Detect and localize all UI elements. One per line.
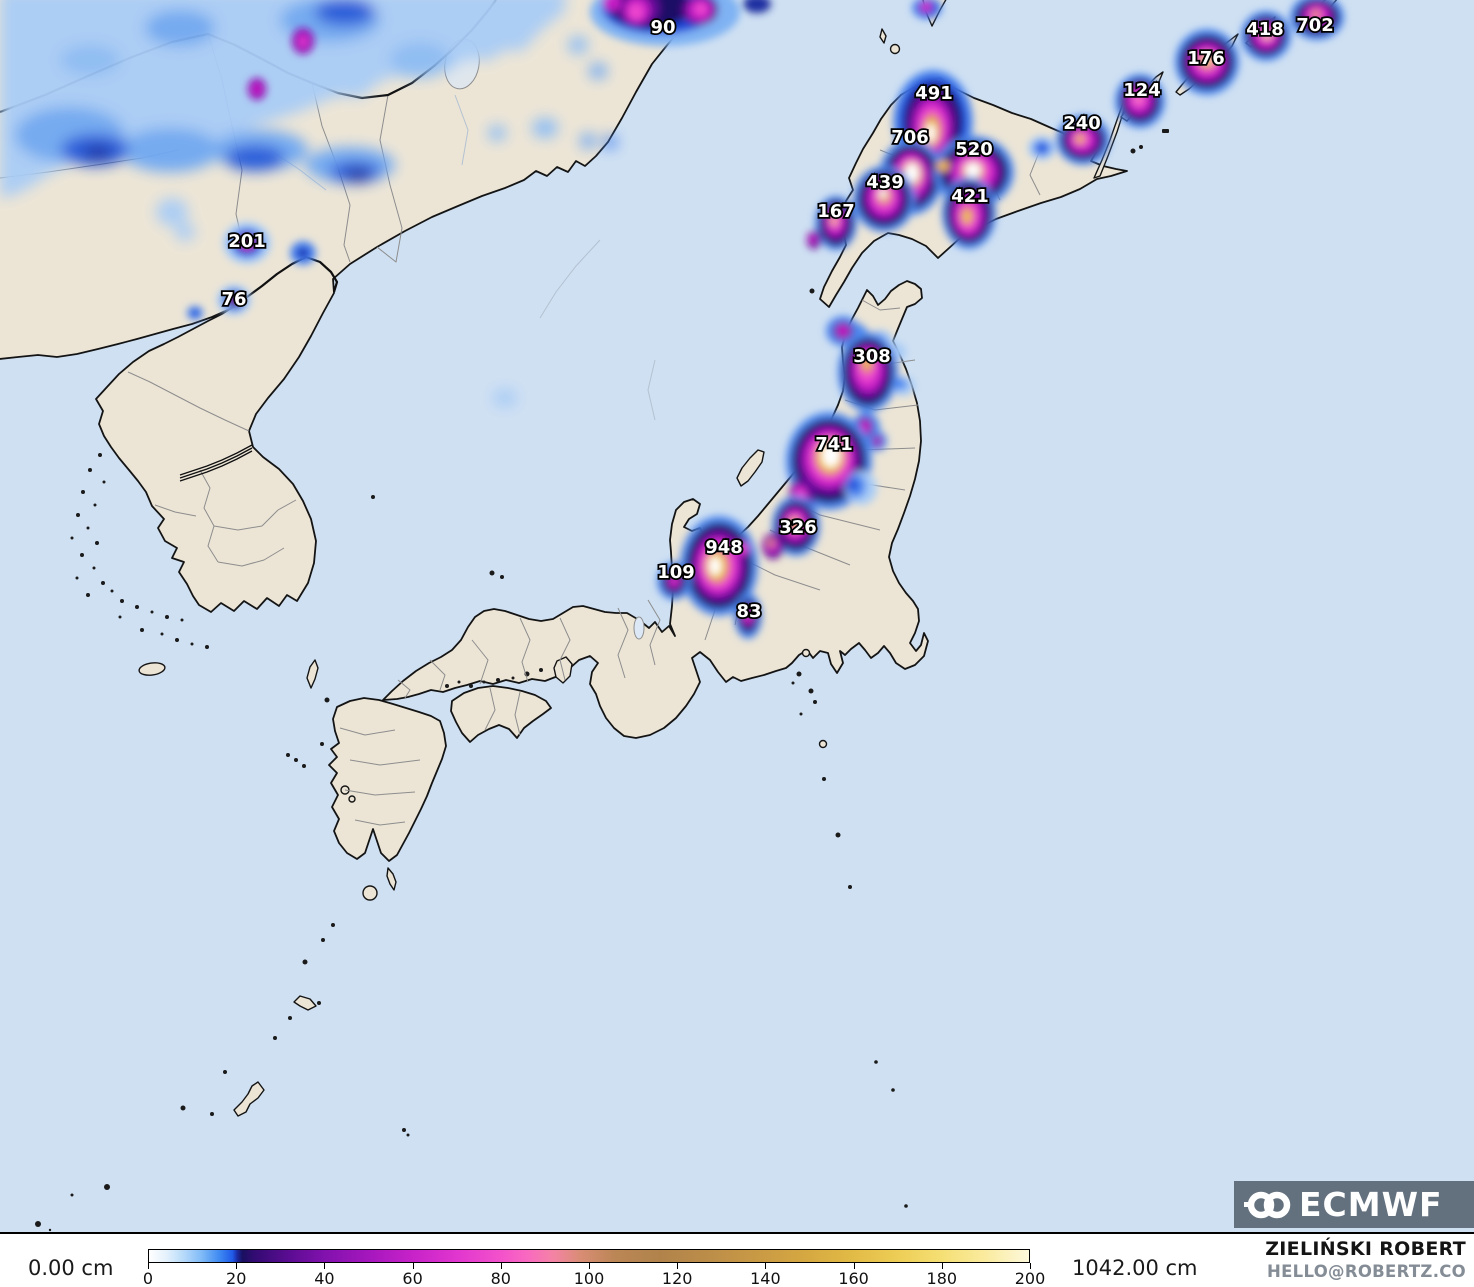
snow-value-label: 109 <box>657 562 695 583</box>
colorbar-tick <box>236 1263 238 1269</box>
colorbar-tick <box>1030 1263 1031 1269</box>
colorbar-tick-label: 60 <box>402 1269 423 1287</box>
lake-biwa <box>633 616 645 640</box>
colorbar-tick <box>677 1263 679 1269</box>
colorbar-tick <box>500 1263 502 1269</box>
max-value-label: 1042.00 cm <box>1072 1256 1198 1280</box>
colorbar-tick-label: 180 <box>926 1269 958 1287</box>
snow-value-label: 90 <box>650 17 675 38</box>
map-canvas: 90 491 706 520 439 421 167 240 124 176 418 702 201 76… <box>0 0 1474 1232</box>
dmz-line <box>179 444 253 482</box>
colorbar-tick <box>853 1263 855 1269</box>
credit-name: ZIELIŃSKI ROBERT <box>1265 1238 1466 1260</box>
colorbar-tick <box>589 1263 590 1269</box>
colorbar-tick-label: 100 <box>573 1269 605 1287</box>
snow-value-label: 491 <box>915 83 953 104</box>
snow-value-label: 167 <box>817 201 855 222</box>
legend-panel: 0.00 cm 0 20 40 60 80 100 120 140 160 180 200 1042… <box>0 1232 1474 1287</box>
snow-value-label: 308 <box>853 346 891 367</box>
snow-value-label: 76 <box>221 289 246 310</box>
snow-value-label: 421 <box>951 186 989 207</box>
snow-value-label: 176 <box>1187 48 1225 69</box>
snow-value-label: 948 <box>705 537 743 558</box>
colorbar-tick <box>412 1263 414 1269</box>
izu-islands <box>791 648 908 1208</box>
snow-value-label: 83 <box>736 601 761 622</box>
colorbar-tick <box>765 1263 767 1269</box>
ecmwf-logo-text: ECMWF <box>1299 1185 1443 1224</box>
colorbar-tick <box>941 1263 943 1269</box>
colorbar-tick-label: 0 <box>142 1269 154 1287</box>
min-value-label: 0.00 cm <box>28 1256 114 1280</box>
ecmwf-logo-badge: ECMWF <box>1234 1181 1474 1228</box>
snow-value-label: 418 <box>1246 19 1284 40</box>
snow-value-label: 439 <box>866 172 904 193</box>
snow-blobs <box>187 0 1344 639</box>
ryukyu-islands <box>35 923 410 1232</box>
snow-value-label: 741 <box>815 434 853 455</box>
snow-value-label: 326 <box>779 517 817 538</box>
snow-value-label: 706 <box>891 127 929 148</box>
snow-depth-map: 90 491 706 520 439 421 167 240 124 176 418 702 201 76… <box>0 0 1474 1232</box>
colorbar-tick-label: 200 <box>1014 1269 1046 1287</box>
colorbar <box>148 1249 1030 1263</box>
seto-islets <box>445 668 543 688</box>
snow-value-label: 240 <box>1063 113 1101 134</box>
colorbar-tick-label: 140 <box>750 1269 781 1287</box>
ecmwf-icon <box>1244 1191 1291 1218</box>
colorbar-tick <box>148 1263 149 1269</box>
snow-value-label: 520 <box>955 139 993 160</box>
credit-email: HELLO@ROBERTZ.CO <box>1266 1261 1466 1281</box>
colorbar-tick-label: 40 <box>314 1269 335 1287</box>
colorbar-tick-label: 20 <box>226 1269 247 1287</box>
snow-value-label: 201 <box>228 231 266 252</box>
credits: ZIELIŃSKI ROBERT HELLO@ROBERTZ.CO <box>1265 1238 1466 1282</box>
snow-value-label: 702 <box>1296 15 1334 36</box>
snow-value-label: 124 <box>1123 80 1161 101</box>
colorbar-tick <box>324 1263 326 1269</box>
colorbar-tick-label: 160 <box>838 1269 869 1287</box>
snow-field-russia <box>0 0 617 407</box>
snow-value-labels: 90 491 706 520 439 421 167 240 124 176 418 702 201 76… <box>220 13 1336 624</box>
colorbar-tick-label: 80 <box>490 1269 511 1287</box>
colorbar-tick-label: 120 <box>661 1269 693 1287</box>
korea-islets <box>70 453 209 649</box>
